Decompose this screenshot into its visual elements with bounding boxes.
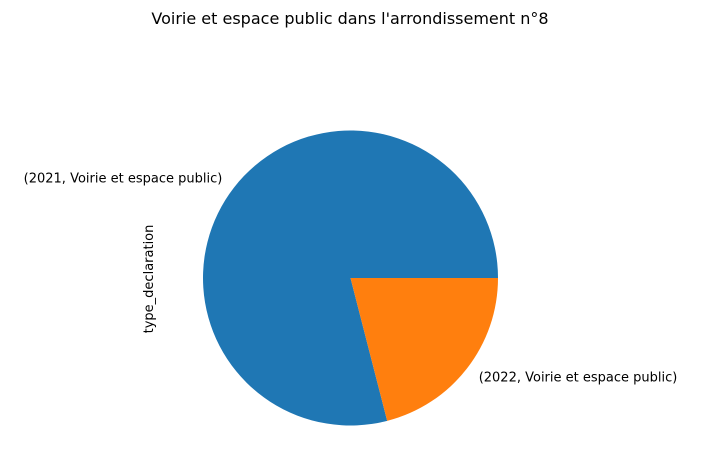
pie-slice-2	[350, 278, 498, 421]
y-axis-label: type_declaration	[142, 225, 157, 334]
pie-slices	[202, 130, 498, 426]
pie-label-1: (2021, Voirie et espace public)	[24, 172, 223, 187]
chart-title: Voirie et espace public dans l'arrondiss…	[151, 9, 548, 28]
pie-label-2: (2022, Voirie et espace public)	[479, 370, 678, 385]
pie-labels: (2021, Voirie et espace public) (2022, Vo…	[24, 172, 678, 386]
